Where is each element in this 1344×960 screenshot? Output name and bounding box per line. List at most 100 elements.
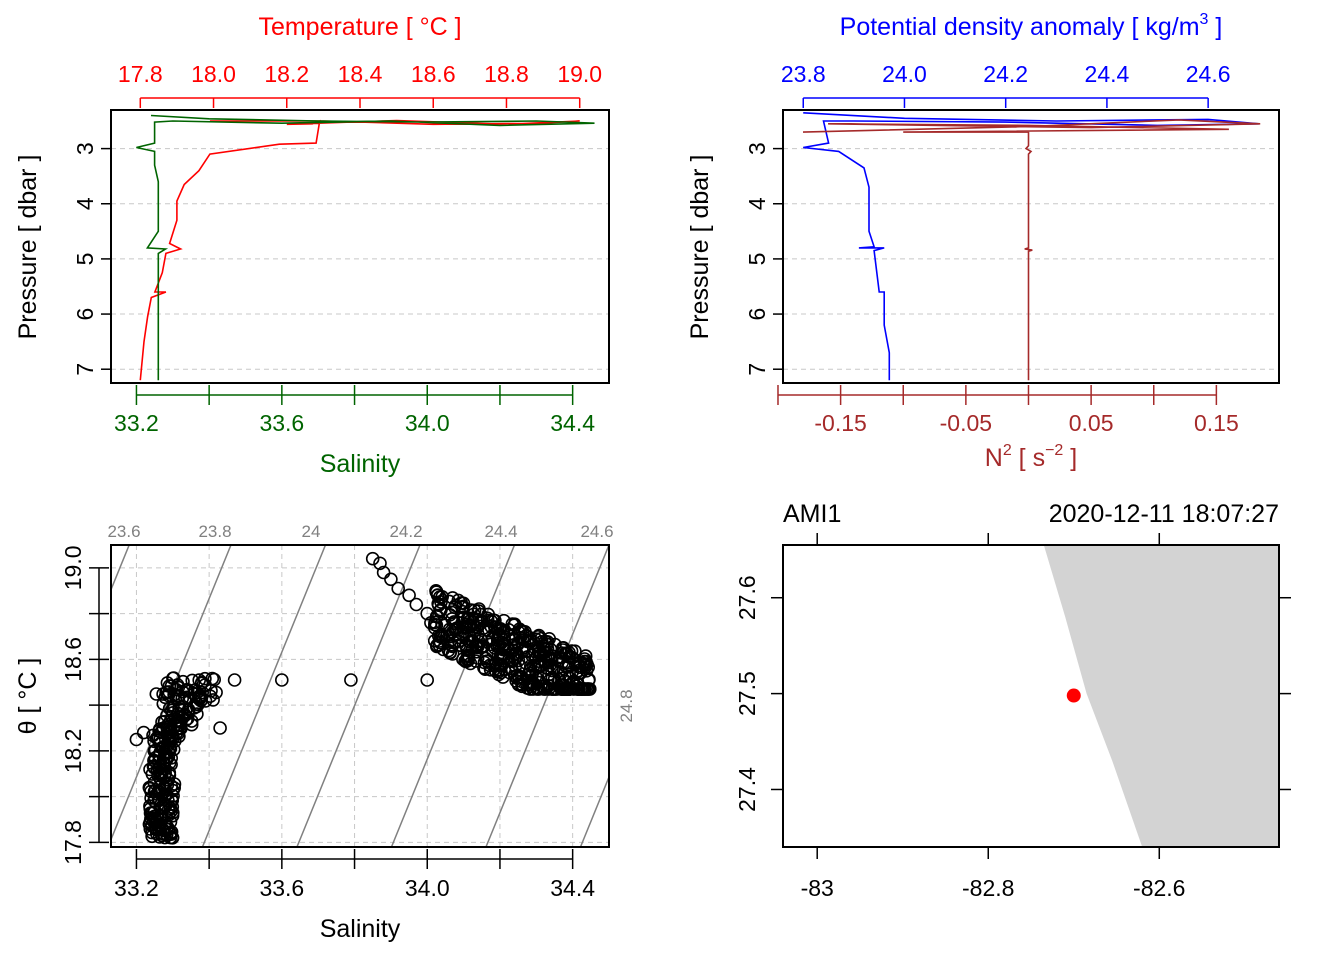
p2-bottom-axis-label: N2 [ s−2 ] [985, 442, 1077, 472]
p3-isopycnal-label: 24.4 [484, 522, 517, 541]
p2-bottom-tick-label: 0.05 [1069, 410, 1114, 436]
p3-point [552, 650, 567, 665]
p3-point [445, 647, 460, 661]
p3-point [568, 644, 582, 659]
p1-top-axis: 17.8 18.0 18.2 18.4 18.6 18.8 19.0 [118, 61, 602, 108]
p3-point [581, 660, 596, 675]
p3-point [152, 784, 167, 799]
p3-isopycnal-line [296, 545, 421, 847]
p3-point [163, 826, 178, 841]
p3-point [430, 638, 444, 653]
p3-point [144, 784, 158, 799]
p3-point [344, 673, 358, 687]
p3-point [477, 660, 491, 675]
p1-top-tick-label: 18.2 [264, 61, 309, 87]
p3-point [519, 628, 534, 643]
p3-point [164, 703, 179, 718]
p3-point [180, 711, 195, 726]
p2-y-tick-label: 7 [744, 363, 770, 376]
p3-point [531, 639, 545, 653]
p2-top-tick-label: 24.2 [983, 61, 1028, 87]
p3-point [534, 647, 549, 662]
p1-y-axis-label: Pressure [ dbar ] [14, 155, 42, 340]
p3-x-axis-label: Salinity [320, 915, 401, 943]
p3-point [373, 556, 387, 571]
p3-point [162, 679, 177, 693]
p3-point [148, 813, 163, 827]
p2-bottom-axis: -0.15 -0.05 0.05 0.15 [777, 385, 1239, 436]
p3-point [469, 621, 484, 635]
p3-point [509, 674, 523, 688]
p1-top-tick-label: 19.0 [557, 61, 602, 87]
p3-point [511, 677, 526, 691]
p3-point [158, 766, 172, 780]
p3-point [572, 682, 586, 696]
p3-point [384, 572, 398, 587]
p3-point [209, 685, 223, 700]
p3-isopycnal-line [485, 545, 609, 847]
p3-point [476, 621, 491, 635]
p3-isopycnal-line [579, 775, 609, 847]
p3-point [162, 732, 176, 746]
p3-point [494, 635, 509, 650]
p4-station-marker [1066, 688, 1081, 703]
p3-y-tick-label: 19.0 [60, 545, 86, 590]
p2-series [802, 112, 1261, 381]
p2-bottom-tick-label: -0.05 [940, 410, 992, 436]
p3-isopycnal-label: 23.8 [198, 522, 231, 541]
p3-point [227, 673, 242, 687]
p3-x-tick-label: 34.4 [550, 875, 595, 901]
p4-plot-frame [782, 544, 1280, 848]
p2-grid [783, 148, 1279, 370]
p3-isopycnal-label: 24.2 [389, 522, 422, 541]
p3-point [136, 725, 151, 740]
p3-point [195, 675, 209, 690]
p3-point [431, 598, 446, 613]
p1-bottom-axis: 33.2 33.6 34.0 34.4 [114, 385, 595, 436]
p4-y-tick-label: 27.5 [734, 671, 760, 716]
station-map-panel: -83 -82.8 -82.6 27.4 27.5 27.6 AMI1 2020-12-1… [734, 500, 1291, 901]
p2-series-potential-density-anomaly [803, 112, 1259, 381]
p1-top-tick-label: 18.6 [411, 61, 456, 87]
p1-top-tick-label: 17.8 [118, 61, 163, 87]
p2-y-tick-label: 3 [744, 142, 770, 155]
ts-diagram-panel: 23.6 23.8 24 24.2 24.4 24.624.8 33.2 33.6 34.0 3… [14, 522, 636, 943]
p4-axes: -83 -82.8 -82.6 27.4 27.5 27.6 [734, 533, 1291, 901]
p1-y-tick-label: 3 [72, 142, 98, 155]
p1-bottom-tick-label: 34.0 [405, 410, 450, 436]
p3-isopycnal-label: 24 [302, 522, 321, 541]
p3-point [158, 761, 172, 776]
p3-y-tick-label: 18.2 [60, 729, 86, 774]
p3-isopycnal-line [201, 545, 327, 847]
p3-point [554, 666, 569, 680]
p3-point [145, 829, 159, 844]
p3-point [468, 638, 483, 653]
p3-point [143, 801, 157, 816]
p3-point [189, 697, 204, 711]
p2-top-axis-label: Potential density anomaly [ kg/m3 ] [840, 11, 1223, 41]
p3-point [165, 709, 179, 724]
p3-point [580, 682, 594, 696]
p3-left-axis: 17.8 18.2 18.6 19.0 [60, 545, 109, 865]
p3-point [213, 721, 227, 735]
p1-bottom-axis-label: Salinity [320, 450, 401, 478]
p4-y-tick-label: 27.6 [734, 575, 760, 620]
p3-point [513, 630, 527, 645]
p3-point [409, 597, 424, 612]
p3-point [420, 673, 435, 687]
p3-point [429, 583, 443, 598]
p3-isopycnal-line [390, 545, 516, 847]
p3-point [185, 673, 199, 688]
p3-bottom-axis: 33.2 33.6 34.0 34.4 [114, 849, 595, 901]
p3-point [497, 637, 512, 652]
p3-point [515, 644, 530, 659]
p1-bottom-tick-label: 33.6 [259, 410, 304, 436]
p3-point [151, 768, 165, 783]
p3-point [547, 662, 561, 676]
p3-point [562, 682, 577, 696]
p3-isopycnal-label: 24.6 [580, 522, 613, 541]
p3-point [150, 763, 164, 778]
p3-y-tick-label: 18.6 [60, 637, 86, 682]
p1-y-tick-label: 4 [72, 197, 98, 210]
